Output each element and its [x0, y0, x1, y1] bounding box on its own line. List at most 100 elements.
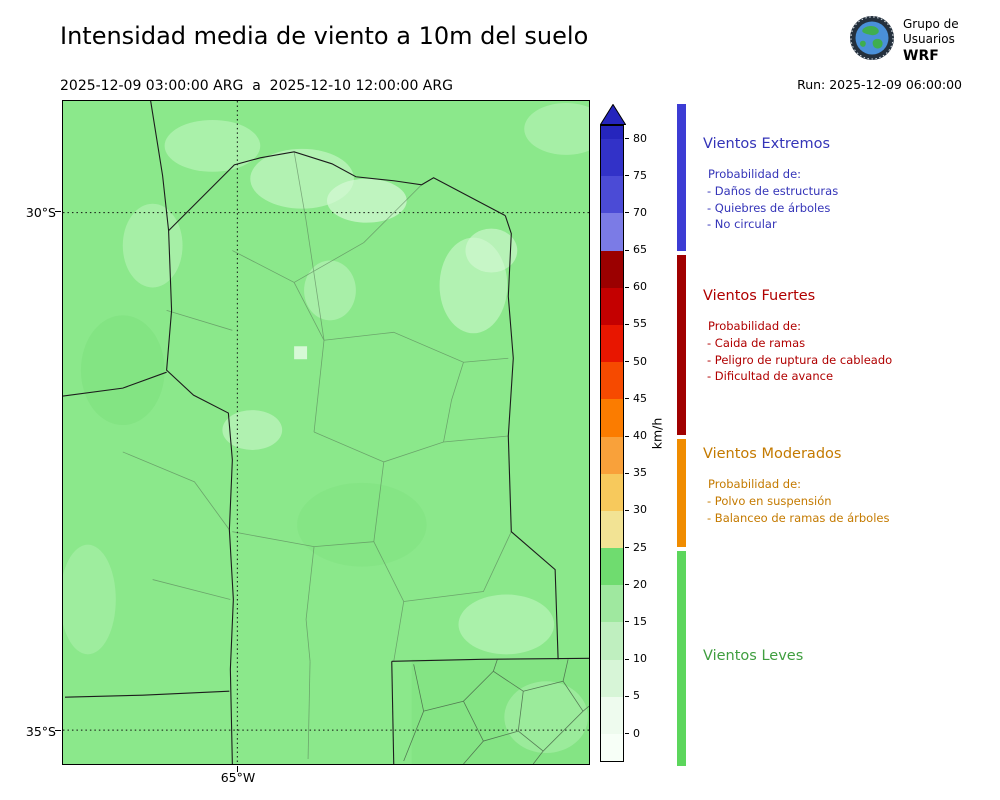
legend-section-fuertes: Vientos Fuertes Probabilidad de: - Caida… [703, 288, 993, 385]
legend-strip-leves [677, 551, 686, 766]
legend-section-moderados: Vientos Moderados Probabilidad de: - Pol… [703, 446, 993, 526]
colorbar-segment [601, 126, 623, 139]
lon-label-65w: 65°W [220, 770, 256, 785]
legend-section-extremos: Vientos Extremos Probabilidad de: - Daño… [703, 136, 993, 233]
colorbar-tickmark [625, 249, 629, 251]
colorbar-tick-label: 30 [633, 503, 647, 517]
page-title: Intensidad media de viento a 10m del sue… [60, 22, 589, 50]
lat-label-30s: 30°S [25, 205, 56, 220]
colorbar-bar [600, 125, 624, 762]
legend-item: - Daños de estructuras [707, 184, 839, 198]
colorbar-tick-label: 55 [633, 317, 647, 331]
colorbar-tick-label: 10 [633, 652, 647, 666]
map-canvas [63, 101, 589, 764]
wind-intensity-map [62, 100, 590, 765]
colorbar-tickmark [625, 175, 629, 177]
colorbar-tick-label: 50 [633, 354, 647, 368]
colorbar-segment [601, 287, 623, 325]
lat-tickmark-30s [55, 211, 61, 212]
colorbar-segment [601, 436, 623, 474]
colorbar-segment [601, 659, 623, 697]
colorbar-tickmark [625, 286, 629, 288]
colorbar-unit-label: km/h [649, 417, 665, 450]
colorbar-tickmark [625, 695, 629, 697]
colorbar-tickmark [625, 212, 629, 214]
logo-model-name: WRF [903, 47, 939, 64]
colorbar-tickmark [625, 547, 629, 549]
legend-title: Vientos Fuertes [703, 288, 816, 304]
colorbar-segment [601, 139, 623, 177]
legend-title: Vientos Extremos [703, 136, 831, 152]
colorbar-segment [601, 176, 623, 214]
colorbar-segment [601, 548, 623, 586]
colorbar-tick-label: 60 [633, 280, 647, 294]
colorbar-tick-label: 0 [633, 726, 640, 740]
legend-item: - Balanceo de ramas de árboles [707, 510, 890, 525]
district-boundaries [403, 659, 589, 764]
colorbar-over-arrow [600, 104, 626, 125]
colorbar-segment [601, 585, 623, 623]
wind-speed-colorbar: 0 5 10 15 20 25 30 35 40 45 50 55 60 65 70 75 80 [600, 104, 690, 784]
legend-title: Vientos Leves [703, 648, 804, 664]
colorbar-tick-label: 5 [633, 689, 640, 703]
colorbar-tick-label: 40 [633, 429, 647, 442]
logo-org-line2: Usuarios [903, 31, 955, 46]
legend-strip-fuertes [677, 255, 686, 435]
colorbar-tickmark [625, 138, 629, 139]
colorbar-tick-label: 65 [633, 243, 647, 257]
logo-text: Grupo de Usuarios WRF [903, 17, 959, 64]
colorbar-tickmark [625, 658, 629, 660]
legend-item: - No circular [707, 217, 777, 231]
colorbar-tick-label: 80 [633, 131, 647, 145]
lat-label-35s: 35°S [25, 724, 56, 739]
legend-item: - Dificultad de avance [707, 369, 834, 383]
colorbar-segment [601, 213, 623, 251]
colorbar-tick-label: 75 [633, 168, 647, 182]
colorbar-tick-label: 35 [633, 466, 647, 480]
graticule-lines [63, 101, 589, 764]
lat-tickmark-35s [55, 730, 61, 731]
legend-strip-extremos [677, 104, 686, 251]
colorbar-segment [601, 473, 623, 511]
wind-shading-patches [63, 103, 589, 764]
colorbar-tickmark [625, 584, 629, 586]
legend-section-leves: Vientos Leves [703, 648, 993, 679]
wrf-users-group-logo: Grupo de Usuarios WRF [849, 15, 959, 65]
forecast-period-label: 2025-12-09 03:00:00 ARG a 2025-12-10 12:… [60, 78, 453, 94]
province-boundaries [63, 101, 589, 764]
colorbar-tickmark [625, 361, 629, 363]
legend-probability-label: Probabilidad de: [708, 477, 802, 491]
lon-tickmark-65w [237, 766, 238, 772]
legend-item: - Caida de ramas [707, 336, 806, 350]
colorbar-segment [601, 696, 623, 734]
colorbar-tickmark [625, 472, 629, 474]
colorbar-tick-label: 70 [633, 205, 647, 219]
colorbar-tickmark [625, 323, 629, 325]
legend-probability-label: Probabilidad de: [708, 167, 802, 181]
colorbar-segment [601, 362, 623, 400]
colorbar-tickmark [625, 509, 629, 511]
colorbar-tick-label: 25 [633, 540, 647, 554]
colorbar-segment [601, 510, 623, 549]
legend-item: - Peligro de ruptura de cableado [707, 352, 893, 367]
legend-item: - Quiebres de árboles [707, 200, 831, 215]
colorbar-tick-label: 15 [633, 614, 647, 628]
colorbar-segment [601, 399, 623, 437]
legend-strip-moderados [677, 439, 686, 547]
colorbar-under-segment [601, 734, 623, 761]
colorbar-tickmark [625, 733, 629, 734]
colorbar-tick-label: 20 [633, 577, 647, 591]
colorbar-segment [601, 250, 623, 288]
legend-title: Vientos Moderados [703, 446, 842, 462]
globe-logo-icon [849, 15, 895, 65]
colorbar-tick-label: 45 [633, 391, 647, 405]
legend-item: - Polvo en suspensión [707, 494, 832, 508]
colorbar-tickmark [625, 398, 629, 400]
legend-color-strip [677, 104, 686, 766]
logo-org-line1: Grupo de [903, 16, 959, 31]
department-boundaries [122, 151, 512, 760]
colorbar-tickmark [625, 435, 629, 437]
colorbar-segment [601, 324, 623, 363]
model-run-label: Run: 2025-12-09 06:00:00 [797, 77, 962, 92]
